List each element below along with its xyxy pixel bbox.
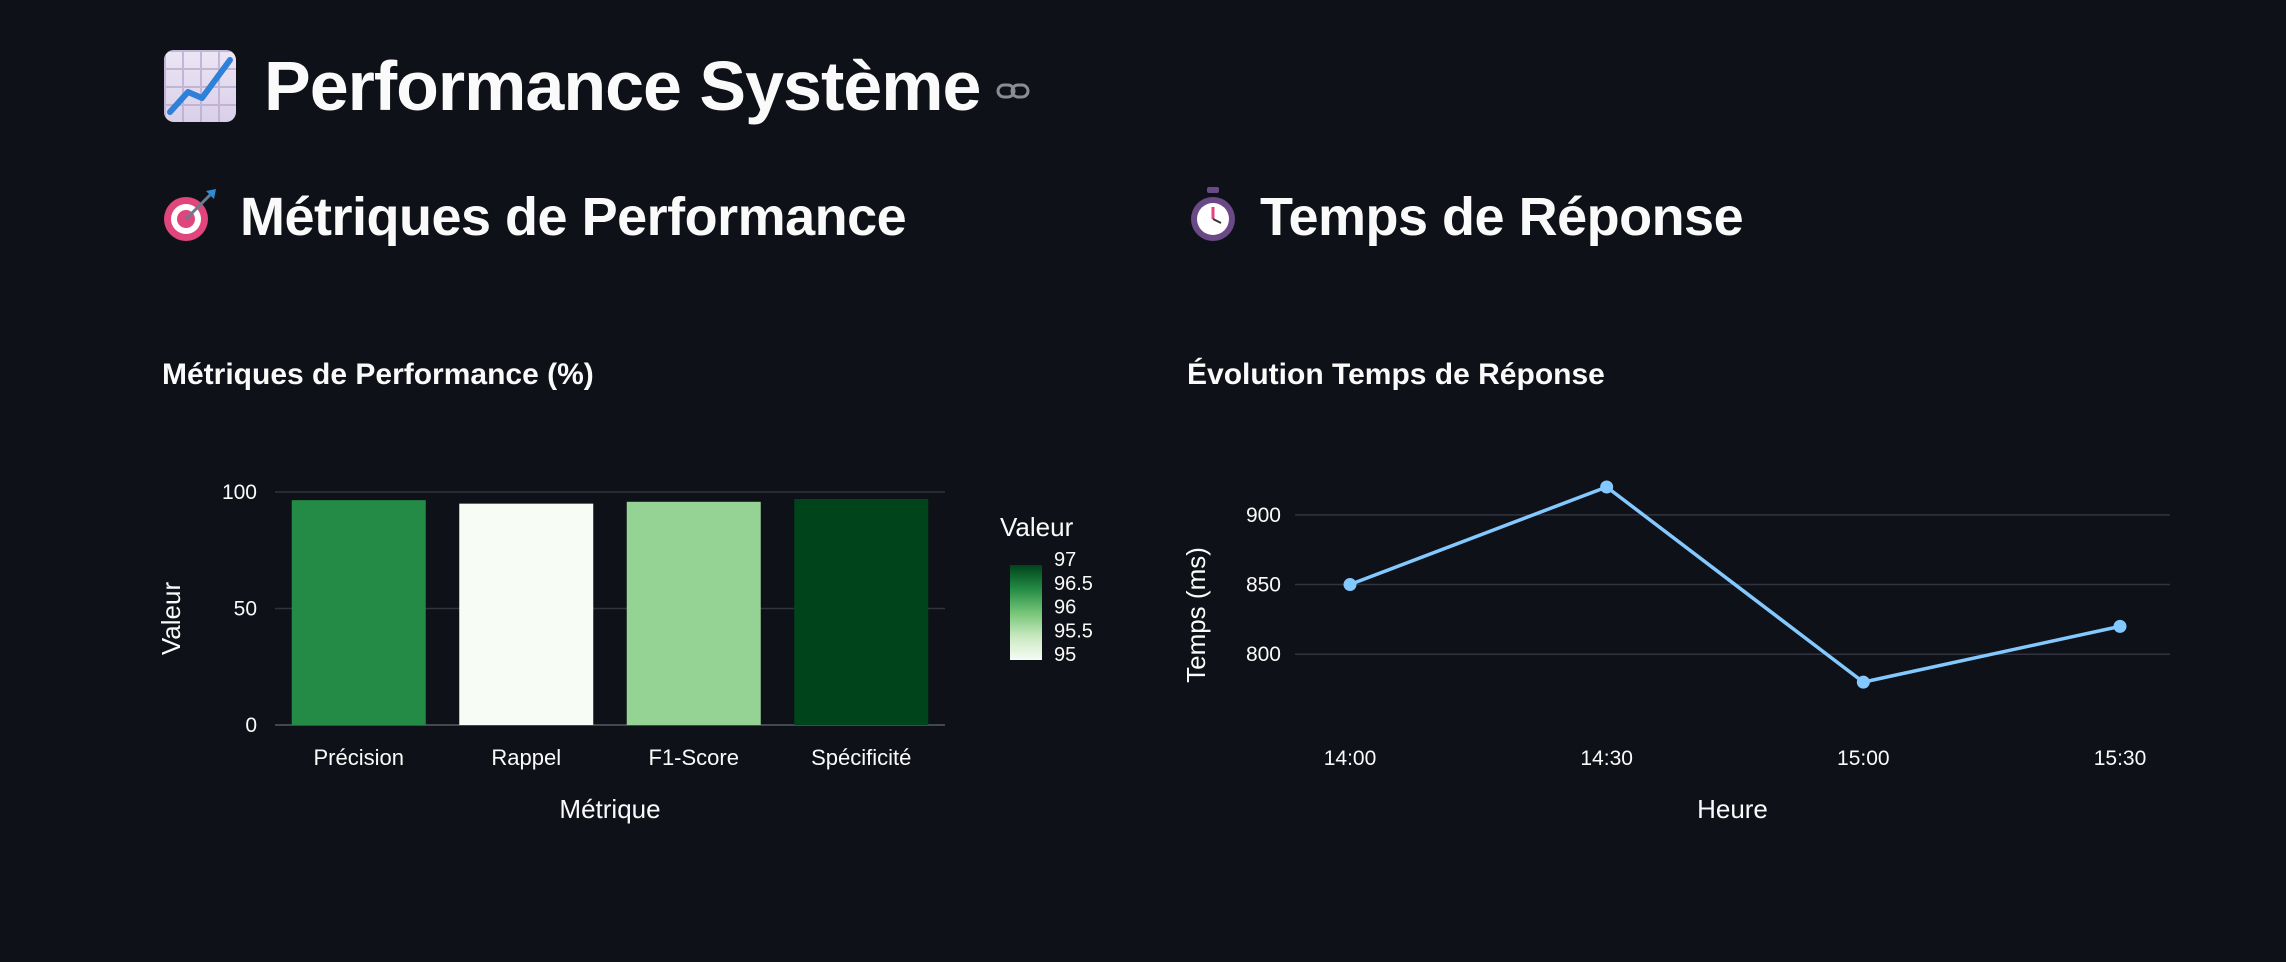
stopwatch-icon [1188,186,1238,248]
x-axis-label: Heure [1697,794,1768,824]
y-tick-label: 800 [1246,643,1281,666]
x-tick-label: Précision [314,745,404,770]
colorbar-title: Valeur [1000,512,1074,542]
y-tick-label: 0 [245,714,257,737]
section-header-metrics: Métriques de Performance [162,186,907,248]
colorbar-tick-label: 96 [1054,597,1076,619]
data-point [1600,480,1614,494]
bar [459,503,594,725]
x-tick-label: 15:00 [1837,747,1890,770]
colorbar-tick-label: 96.5 [1054,573,1093,595]
data-point [1856,675,1870,689]
link-icon[interactable] [996,81,1030,106]
x-tick-label: Spécificité [811,745,911,770]
x-tick-label: 15:30 [2094,747,2147,770]
colorbar [1010,565,1042,660]
x-tick-label: F1-Score [649,745,739,770]
colorbar-tick-label: 95 [1054,644,1076,666]
bar-chart: 0 50 100 Précision Rappel F1-Score Spécificité… [156,481,1093,824]
bar [626,501,761,725]
section-title: Métriques de Performance [240,187,907,247]
y-tick-label: 50 [234,598,257,621]
y-tick-label: 850 [1246,574,1281,597]
bar [794,498,929,725]
y-tick-label: 100 [222,481,257,504]
page-title: Performance Système [264,47,981,125]
y-tick-label: 900 [1246,504,1281,527]
x-tick-label: Rappel [491,745,561,770]
target-icon [162,187,218,248]
y-axis-label: Temps (ms) [1181,547,1211,683]
section-title: Temps de Réponse [1260,187,1744,247]
colorbar-tick-label: 97 [1054,549,1076,571]
chart-increasing-icon [164,50,236,122]
x-axis-label: Métrique [559,794,660,824]
bar [291,500,426,725]
section-header-response: Temps de Réponse [1188,186,1744,248]
line-chart: 800 850 900 14:00 14:30 15:00 15:30 Heure Temps … [1181,480,2170,824]
data-point [1343,578,1357,592]
colorbar-tick-label: 95.5 [1054,620,1093,642]
chart-title: Métriques de Performance (%) [162,358,594,391]
x-tick-label: 14:00 [1324,747,1377,770]
data-point [2113,619,2127,633]
page-header: Performance Système [164,46,1030,126]
x-tick-label: 14:30 [1580,747,1633,770]
y-axis-label: Valeur [156,582,186,656]
chart-title: Évolution Temps de Réponse [1187,358,1605,391]
series-line [1349,485,2121,684]
